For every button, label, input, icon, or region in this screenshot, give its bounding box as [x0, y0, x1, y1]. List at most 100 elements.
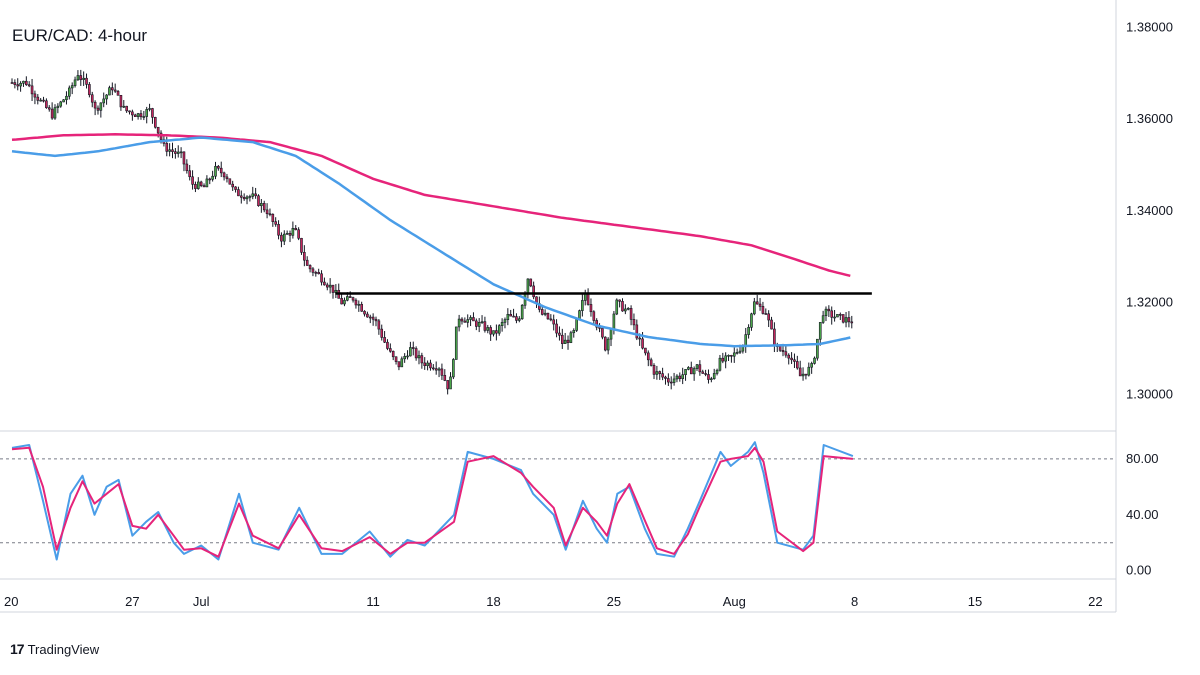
- bearish-candle: [79, 75, 83, 80]
- bullish-candle: [738, 350, 742, 353]
- bearish-candle: [42, 99, 45, 102]
- bearish-candle: [13, 82, 17, 85]
- bearish-candle: [191, 176, 194, 185]
- bearish-candle: [294, 228, 298, 231]
- bullish-candle: [449, 376, 452, 390]
- bullish-candle: [466, 319, 470, 323]
- oscillator-axis-label: 40.00: [1126, 507, 1159, 522]
- bullish-candle: [684, 369, 687, 375]
- bearish-candle: [45, 100, 48, 108]
- bearish-candle: [796, 361, 799, 369]
- price-axis-labels: 1.38000 1.36000 1.34000 1.32000 1.30000: [1126, 20, 1173, 402]
- bearish-candle: [767, 313, 770, 321]
- bearish-candle: [432, 367, 435, 370]
- bullish-candle: [575, 319, 578, 331]
- bullish-candle: [285, 233, 289, 235]
- price-axis-label: 1.38000: [1126, 20, 1173, 35]
- bullish-candle: [735, 352, 739, 354]
- bearish-candle: [434, 368, 438, 371]
- bearish-candle: [360, 304, 363, 312]
- bearish-candle: [701, 371, 705, 374]
- bullish-candle: [19, 82, 22, 87]
- time-axis-label: 27: [125, 594, 139, 609]
- bullish-candle: [816, 338, 819, 359]
- bearish-candle: [297, 229, 300, 239]
- tradingview-logo-icon: 17: [10, 641, 25, 657]
- bullish-candle: [39, 99, 42, 102]
- bearish-candle: [30, 85, 34, 95]
- bullish-candle: [56, 105, 60, 108]
- bearish-candle: [397, 361, 401, 368]
- bearish-candle: [540, 309, 544, 315]
- bearish-candle: [133, 114, 137, 117]
- bullish-candle: [747, 327, 750, 335]
- bearish-candle: [847, 317, 851, 323]
- bearish-candle: [483, 321, 487, 331]
- bullish-candle: [497, 325, 501, 334]
- price-axis-label: 1.34000: [1126, 203, 1173, 218]
- bearish-candle: [47, 107, 51, 110]
- bearish-candle: [308, 265, 312, 270]
- bullish-candle: [403, 356, 406, 360]
- bearish-candle: [446, 380, 449, 390]
- bullish-candle: [844, 317, 848, 323]
- bearish-candle: [165, 143, 169, 152]
- bearish-candle: [394, 356, 398, 362]
- bearish-candle: [288, 233, 292, 236]
- bearish-candle: [154, 117, 157, 128]
- bullish-candle: [122, 105, 126, 108]
- bearish-candle: [386, 341, 389, 349]
- bearish-candle: [652, 365, 656, 375]
- bearish-candle: [222, 172, 226, 178]
- bullish-candle: [744, 334, 748, 347]
- chart-title: EUR/CAD: 4-hour: [12, 26, 147, 45]
- bearish-candle: [185, 163, 189, 172]
- bearish-candle: [323, 281, 326, 286]
- bearish-candle: [841, 314, 845, 323]
- bearish-candle: [374, 318, 378, 322]
- bearish-candle: [225, 176, 229, 180]
- bearish-candle: [219, 167, 223, 174]
- bearish-candle: [305, 259, 309, 266]
- bearish-candle: [555, 323, 558, 334]
- bearish-candle: [331, 284, 335, 293]
- time-axis-label: 11: [366, 594, 380, 609]
- bullish-candle: [417, 355, 421, 359]
- bullish-candle: [53, 107, 57, 119]
- bearish-candle: [549, 318, 553, 321]
- bullish-candle: [506, 314, 510, 320]
- bearish-candle: [429, 362, 432, 369]
- bearish-candle: [830, 310, 834, 318]
- bullish-candle: [205, 178, 209, 188]
- bullish-candle: [606, 338, 610, 351]
- bearish-candle: [348, 296, 352, 298]
- bearish-candle: [174, 151, 177, 154]
- bearish-candle: [265, 209, 269, 215]
- bearish-candle: [423, 362, 427, 367]
- bearish-candle: [641, 338, 644, 349]
- bearish-candle: [592, 311, 596, 321]
- bearish-candle: [10, 82, 14, 84]
- bearish-candle: [131, 111, 134, 116]
- bullish-candle: [715, 369, 719, 374]
- bearish-candle: [156, 126, 160, 134]
- bullish-candle: [563, 339, 567, 344]
- bearish-candle: [595, 320, 598, 328]
- bullish-candle: [518, 318, 521, 321]
- bearish-candle: [320, 273, 323, 283]
- bullish-candle: [710, 378, 713, 380]
- bearish-candle: [638, 337, 641, 340]
- bullish-candle: [480, 321, 484, 323]
- bullish-candle: [260, 203, 263, 207]
- bearish-candle: [411, 347, 415, 349]
- bearish-candle: [721, 357, 725, 362]
- bullish-candle: [248, 196, 252, 198]
- bullish-candle: [245, 196, 249, 200]
- bullish-candle: [102, 98, 106, 104]
- bullish-candle: [176, 151, 180, 154]
- time-axis-label: 20: [4, 594, 18, 609]
- bearish-candle: [366, 313, 369, 318]
- bearish-candle: [689, 367, 693, 375]
- bearish-candle: [274, 221, 277, 225]
- bullish-candle: [400, 358, 404, 368]
